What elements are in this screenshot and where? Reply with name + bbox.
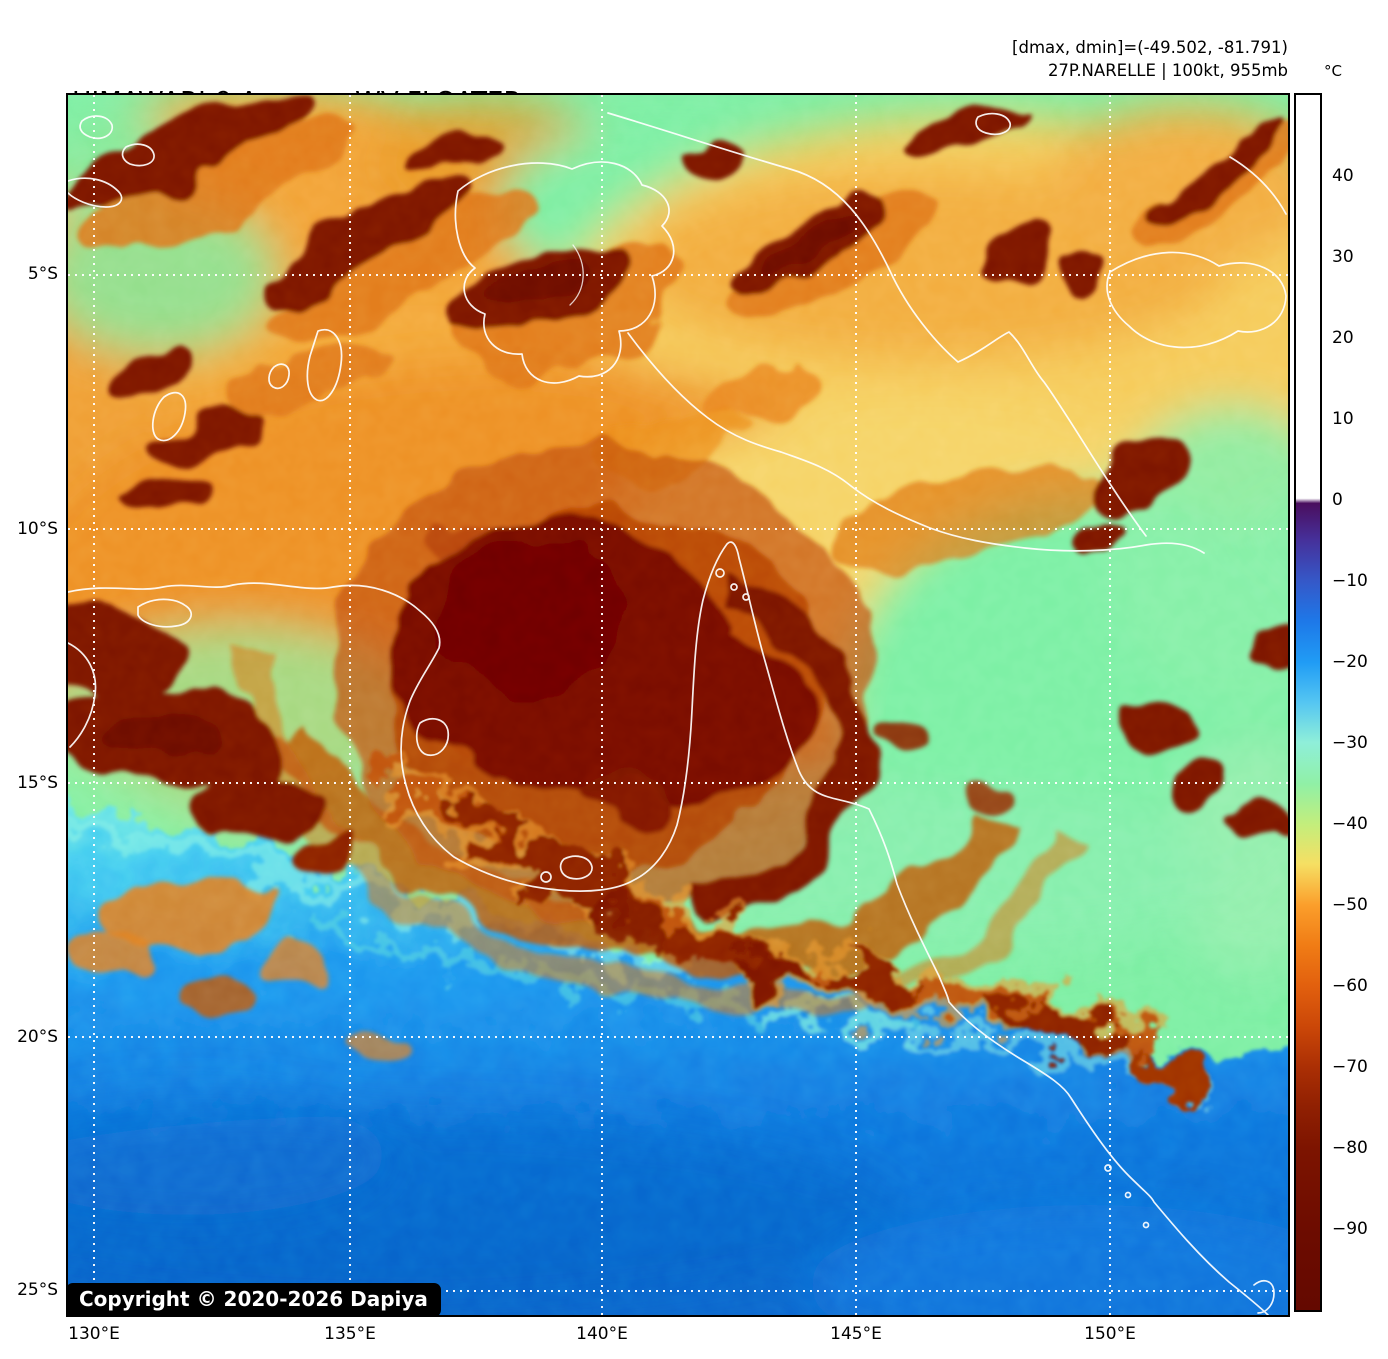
- colorbar-tick: −40: [1332, 814, 1368, 834]
- coastline-mornington: [559, 855, 593, 880]
- coastline-new-ireland: [1229, 156, 1287, 215]
- lon-label-130e: 130°E: [68, 1324, 120, 1344]
- colorbar-tick: 10: [1332, 409, 1354, 429]
- lon-label-150e: 150°E: [1084, 1324, 1136, 1344]
- coastlines: [68, 112, 1287, 1315]
- coastline-islet: [715, 568, 725, 578]
- header-right: [dmax, dmin]=(-49.502, -81.791) 27P.NARE…: [1012, 36, 1288, 82]
- coastline-islet: [1124, 1191, 1132, 1199]
- coastline-islet: [730, 583, 738, 591]
- coastline-tiwi: [137, 598, 193, 628]
- lat-label-5s: 5°S: [27, 264, 58, 284]
- colorbar-tick: −20: [1332, 652, 1368, 672]
- colorbar-tick: −80: [1332, 1138, 1368, 1158]
- lat-label-20s: 20°S: [17, 1027, 58, 1047]
- coastline-aru: [306, 328, 343, 402]
- colorbar-tick: 40: [1332, 166, 1354, 186]
- lat-label-10s: 10°S: [17, 519, 58, 539]
- lat-label-25s: 25°S: [17, 1280, 58, 1300]
- temperature-colorbar: [1294, 93, 1322, 1312]
- colorbar-tick: −70: [1332, 1057, 1368, 1077]
- colorbar-tick: 20: [1332, 328, 1354, 348]
- lon-label-145e: 145°E: [830, 1324, 882, 1344]
- lon-label-140e: 140°E: [576, 1324, 628, 1344]
- storm-info-label: 27P.NARELLE | 100kt, 955mb: [1047, 61, 1288, 80]
- satellite-wv-image: [68, 95, 1288, 1315]
- coastline-png-islet: [975, 112, 1011, 136]
- lon-label-135e: 135°E: [324, 1324, 376, 1344]
- coastline-newguinea-north: [607, 112, 1147, 537]
- colorbar-tick: −60: [1332, 976, 1368, 996]
- colorbar-tick: −90: [1332, 1219, 1368, 1239]
- colorbar-tick: 30: [1332, 247, 1354, 267]
- coastline-islet: [742, 593, 750, 601]
- colorbar-unit-label: °C: [1324, 62, 1342, 80]
- satellite-map-frame: Copyright © 2020-2026 Dapiya: [66, 93, 1290, 1317]
- coastline-island-nw: [79, 115, 113, 140]
- coastline-birds-head: [454, 161, 675, 384]
- coastline-bomberai-bay: [569, 244, 584, 306]
- coastline-kai: [268, 363, 290, 390]
- coastline-tanimbar: [151, 391, 187, 442]
- coastline-islet: [1142, 1221, 1150, 1229]
- colorbar-tick-labels: 40 30 20 10 0 −10 −20 −30 −40 −50 −60 −7…: [1332, 95, 1386, 1310]
- coastline-seram: [68, 177, 123, 208]
- colorbar-tick: 0: [1332, 490, 1343, 510]
- coastline-australia: [68, 541, 1269, 1315]
- coastline-bonaparte: [68, 642, 97, 748]
- dmax-dmin-label: [dmax, dmin]=(-49.502, -81.791): [1012, 38, 1288, 57]
- colorbar-tick: −10: [1332, 571, 1368, 591]
- lat-label-15s: 15°S: [17, 773, 58, 793]
- wv-texture-overlay: [68, 95, 1288, 1315]
- colorbar-tick: −30: [1332, 733, 1368, 753]
- copyright-badge: Copyright © 2020-2026 Dapiya: [68, 1283, 441, 1315]
- coastline-island-nw: [121, 143, 155, 167]
- coastline-newguinea-south: [627, 332, 1205, 554]
- colorbar-tick: −50: [1332, 895, 1368, 915]
- coastline-islet: [540, 871, 552, 883]
- coastline-new-britain: [1106, 251, 1287, 349]
- coastline-fraser: [1253, 1280, 1275, 1314]
- coastline-groote: [415, 718, 450, 756]
